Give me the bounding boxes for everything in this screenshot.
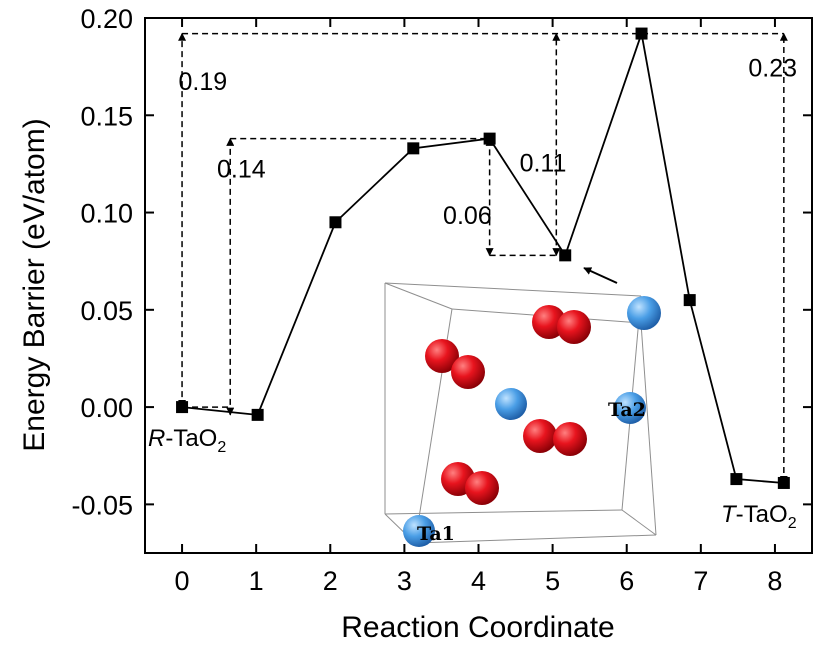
x-tick-label: 1 [249,566,264,596]
x-tick-label: 3 [397,566,412,596]
y-tick-label: 0.10 [80,199,133,229]
y-tick-label: -0.05 [71,490,133,520]
energy-path-line [181,30,784,484]
x-axis-title: Reaction Coordinate [341,611,615,644]
state-label-t-tao2: T-TaO2 [721,501,797,532]
data-point [683,294,696,307]
data-point [730,473,743,486]
x-tick-label: 4 [471,566,486,596]
data-point [777,476,790,489]
data-point [407,142,420,155]
data-point [559,249,572,262]
x-tick-label: 5 [545,566,560,596]
axis-ticks: 0 1 2 3 4 5 6 7 8 -0.05 0.00 0.05 0.10 0.15 0.20 [71,4,812,596]
energy-series [176,27,790,489]
atom-label-ta2: Ta2 [608,399,646,421]
barrier-label: 0.23 [748,54,797,82]
y-axis-title: Energy Barrier (eV/atom) [18,118,51,451]
x-tick-label: 8 [767,566,782,596]
x-tick-label: 2 [323,566,338,596]
x-tick-label: 7 [693,566,708,596]
annotation-labels: 0.19 0.14 0.06 0.11 0.23 [178,54,797,230]
barrier-label: 0.06 [443,202,492,230]
oxygen-atom [465,471,499,505]
barrier-label: 0.14 [217,156,266,184]
oxygen-atom [451,355,485,389]
barrier-label: 0.11 [520,150,567,178]
data-point [329,216,342,229]
pointer-arrow [583,267,618,284]
state-label-r-tao2: R-TaO2 [148,425,226,456]
barrier-label: 0.19 [178,68,227,96]
tantalum-atom [495,388,527,420]
y-tick-label: 0.00 [80,393,133,423]
y-tick-label: 0.15 [80,101,133,131]
data-point [251,408,264,421]
data-point [176,401,189,414]
atom-label-ta1: Ta1 [417,523,455,545]
x-tick-label: 0 [175,566,190,596]
tantalum-atom-ta2 [614,392,646,424]
crystal-structure-inset: Ta1 Ta2 [384,282,661,547]
tantalum-atom-ta1 [403,515,435,547]
y-tick-label: 0.20 [80,4,133,34]
oxygen-atom [425,339,459,373]
tantalum-atom [627,296,661,330]
annotation-guides [178,32,788,484]
oxygen-atom [523,419,557,453]
x-tick-label: 6 [619,566,634,596]
y-tick-label: 0.05 [80,296,133,326]
oxygen-atom [553,422,587,456]
data-point [635,27,648,40]
data-point [483,132,496,145]
oxygen-atom [557,310,591,344]
